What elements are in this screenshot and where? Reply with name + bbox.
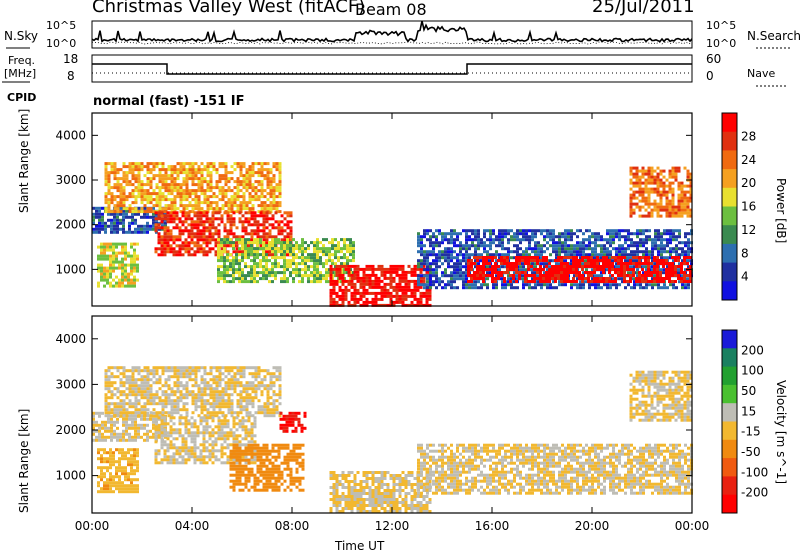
freq-unit-label: [MHz] [4, 67, 37, 80]
colorbar-swatch [722, 225, 737, 245]
cpid-label: CPID [7, 91, 37, 104]
colorbar-swatch [722, 348, 737, 368]
echo-region [417, 443, 693, 495]
freq-tick-bottom: 8 [67, 69, 75, 83]
x-tick-label: 16:00 [475, 519, 510, 533]
noise-tick-left-top: 10^5 [46, 19, 77, 32]
colorbar-swatch [722, 262, 737, 282]
colorbar-swatch [722, 494, 737, 514]
x-axis-label: Time UT [335, 539, 385, 553]
freq-tick-top: 18 [63, 52, 79, 66]
x-tick-label: 08:00 [275, 519, 310, 533]
nave-tick-top: 60 [706, 52, 722, 66]
colorbar-swatch [722, 169, 737, 189]
y-tick-label: 1000 [55, 469, 86, 483]
y-tick-label: 3000 [55, 377, 86, 391]
echo-region [104, 162, 282, 214]
y-tick-label: 3000 [55, 173, 86, 187]
colorbar-swatch [722, 458, 737, 477]
x-tick-label: 00:00 [75, 519, 110, 533]
freq-panel-frame [91, 54, 693, 83]
colorbar-tick-label: 24 [741, 153, 756, 167]
colorbar-swatch [722, 150, 737, 170]
echo-region [629, 370, 693, 422]
cpid-text: normal (fast) -151 IF [93, 94, 245, 109]
y-tick-label: 2000 [55, 423, 86, 437]
echo-region [329, 471, 432, 513]
echo-region [104, 366, 282, 418]
frequency-trace [92, 63, 692, 75]
nsearch-label: N.Search [747, 29, 800, 43]
beam-label: Beam 08 [355, 0, 427, 19]
colorbar-tick-label: 15 [741, 404, 756, 418]
echo-region [467, 256, 692, 283]
x-tick-label: 12:00 [375, 519, 410, 533]
colorbar-swatch [722, 403, 737, 422]
echo-region [279, 411, 307, 433]
colorbar-swatch [722, 366, 737, 386]
noise-search-trace [91, 41, 693, 45]
colorbar-swatch [722, 330, 737, 349]
y-tick-label: 2000 [55, 218, 86, 232]
colorbar-tick-label: 4 [741, 270, 749, 284]
nsky-label: N.Sky [4, 29, 39, 43]
colorbar-tick-label: -15 [741, 425, 761, 439]
colorbar-swatch [722, 476, 737, 496]
colorbar-swatch [722, 421, 737, 441]
colorbar-tick-label: -100 [741, 465, 768, 479]
colorbar-swatch [722, 243, 737, 264]
colorbar-tick-label: 50 [741, 384, 756, 398]
echo-region [97, 448, 139, 494]
colorbar-swatch [722, 187, 737, 207]
colorbar-tick-label: 100 [741, 364, 764, 378]
echo-region [629, 166, 693, 218]
colorbar-swatch [722, 131, 737, 151]
colorbar-frame [721, 329, 738, 514]
colorbar-swatch [722, 439, 737, 459]
x-tick-label: 04:00 [175, 519, 210, 533]
noise-panel-frame [91, 20, 693, 49]
colorbar-tick-label: 20 [741, 176, 756, 190]
colorbar-tick-label: -50 [741, 445, 761, 459]
echo-region [97, 242, 139, 288]
colorbar-swatch [722, 206, 737, 226]
chart-title: Christmas Valley West (fitACF) [92, 0, 366, 17]
freq-label: Freq. [8, 54, 36, 67]
colorbar-tick-label: 16 [741, 200, 756, 214]
colorbar-swatch [722, 113, 737, 133]
echo-region [229, 443, 305, 492]
x-tick-label: 20:00 [575, 519, 610, 533]
colorbar-swatch [722, 384, 737, 404]
y-tick-label: 1000 [55, 262, 86, 276]
noise-tick-left-bottom: 10^0 [46, 37, 77, 50]
noise-tick-right-bottom: 10^0 [706, 37, 737, 50]
nave-tick-bottom: 0 [706, 69, 714, 83]
date-label: 25/Jul/2011 [592, 0, 695, 17]
x-tick-label: 00:00 [675, 519, 710, 533]
y-tick-label: 4000 [55, 128, 86, 142]
echo-region [329, 264, 432, 307]
noise-sky-trace [91, 20, 693, 43]
colorbar-frame [721, 112, 738, 301]
colorbar-tick-label: 12 [741, 223, 756, 237]
colorbar-tick-label: 8 [741, 246, 749, 260]
colorbar-tick-label: -200 [741, 486, 768, 500]
colorbar-tick-label: 200 [741, 343, 764, 357]
nave-label: Nave [747, 67, 776, 80]
noise-tick-right-top: 10^5 [706, 19, 737, 32]
colorbar-tick-label: 28 [741, 129, 756, 143]
colorbar-swatch [722, 281, 737, 301]
y-tick-label: 4000 [55, 332, 86, 346]
